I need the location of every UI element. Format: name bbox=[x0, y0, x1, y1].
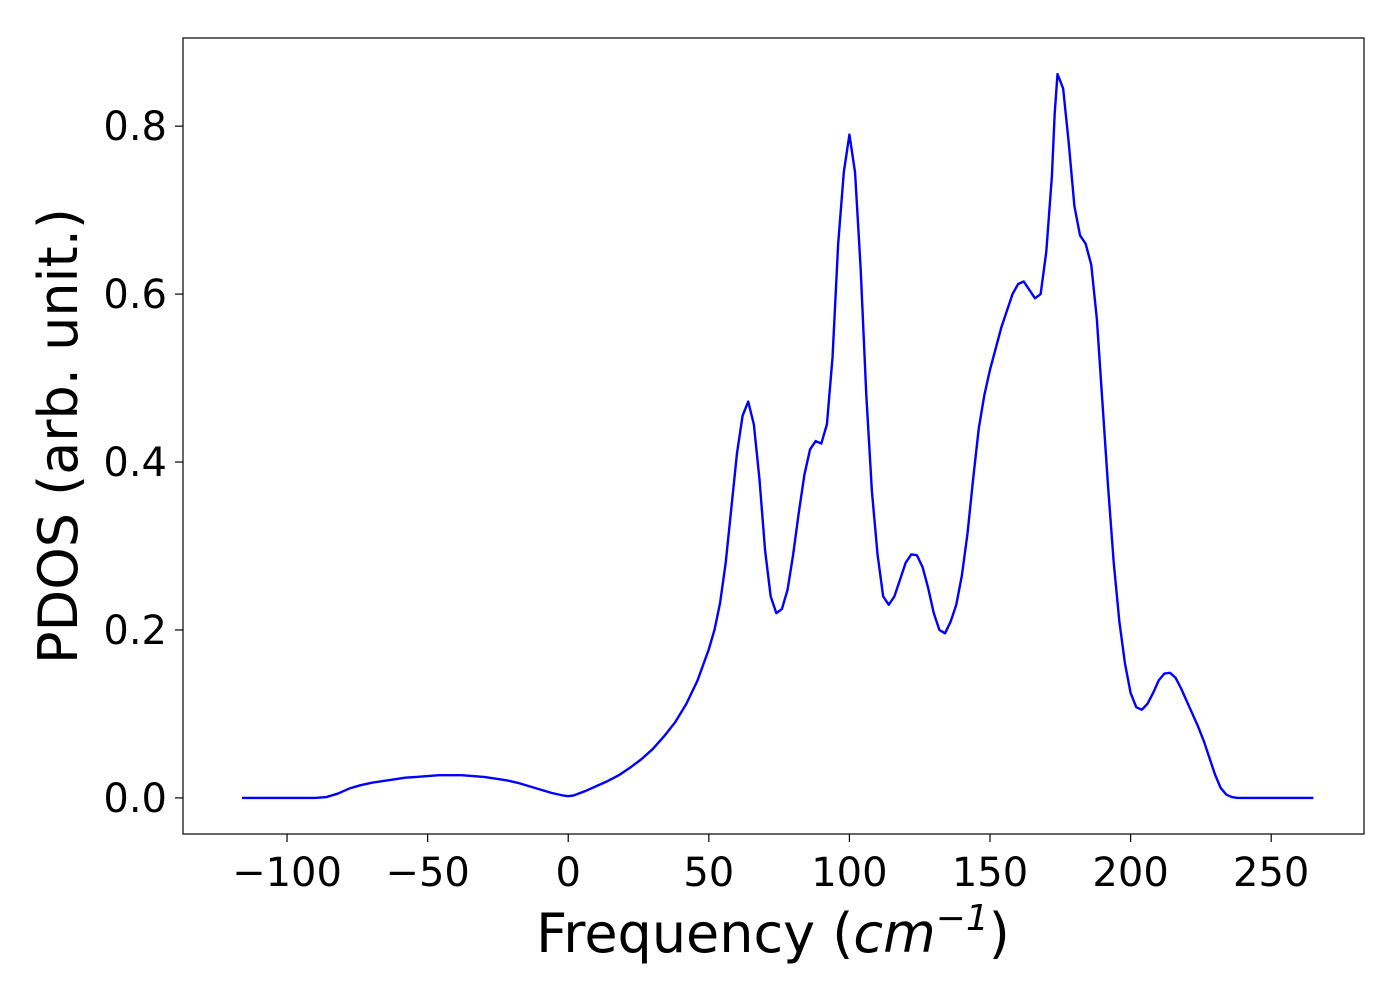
y-tick-label: 0.8 bbox=[103, 104, 167, 150]
y-axis-ticks: 0.0 0.2 0.4 0.6 0.8 bbox=[103, 104, 183, 822]
x-tick-label: 150 bbox=[952, 850, 1028, 896]
y-axis-title: PDOS (arb. unit.) bbox=[27, 208, 90, 664]
pdos-line bbox=[242, 72, 1314, 800]
x-tick-label: 100 bbox=[811, 850, 887, 896]
x-tick-label: 50 bbox=[683, 850, 734, 896]
y-tick-label: 0.4 bbox=[103, 440, 167, 486]
plot-area bbox=[182, 37, 1365, 835]
y-tick-label: 0.0 bbox=[103, 776, 167, 822]
x-tick-label: −50 bbox=[385, 850, 469, 896]
axes-frame bbox=[182, 37, 1365, 835]
y-tick-label: 0.6 bbox=[103, 272, 167, 318]
x-tick-label: 0 bbox=[556, 850, 581, 896]
x-tick-label: 250 bbox=[1233, 850, 1309, 896]
x-tick-label: 200 bbox=[1092, 850, 1168, 896]
x-axis-title: Frequency (cm−1) bbox=[536, 898, 1010, 965]
x-axis-ticks: −100 −50 0 50 100 150 200 250 bbox=[232, 834, 1309, 896]
y-tick-label: 0.2 bbox=[103, 608, 167, 654]
x-tick-label: −100 bbox=[232, 850, 342, 896]
